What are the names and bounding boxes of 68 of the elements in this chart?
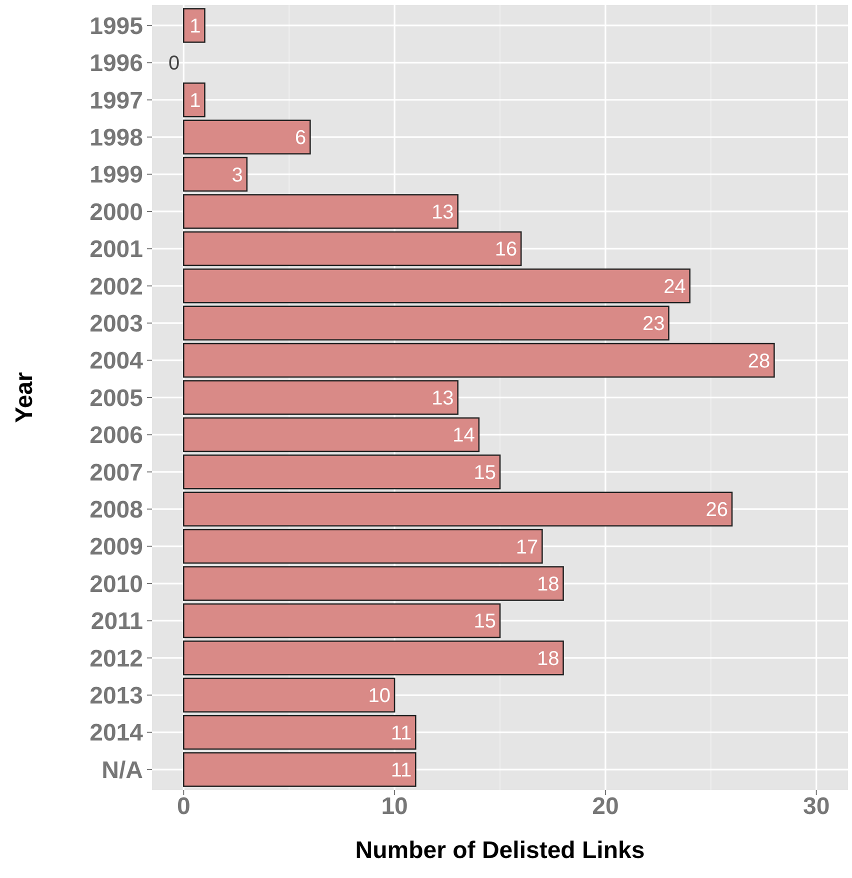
bar bbox=[182, 640, 564, 676]
data-label: 16 bbox=[494, 238, 518, 261]
data-label: 14 bbox=[452, 424, 475, 447]
x-tick-label: 0 bbox=[176, 793, 190, 820]
data-label: 13 bbox=[432, 201, 454, 224]
y-axis-title: Year bbox=[11, 372, 38, 423]
y-tick-label: 2006 bbox=[90, 422, 143, 450]
bar bbox=[182, 306, 670, 340]
bar bbox=[182, 492, 733, 527]
y-tick-label: 2013 bbox=[90, 682, 143, 710]
y-tick-label: N/A bbox=[102, 756, 143, 784]
bar bbox=[182, 603, 501, 638]
y-tick-label: 2001 bbox=[90, 236, 143, 264]
data-label: 11 bbox=[390, 722, 412, 744]
y-tick-label: 2004 bbox=[90, 348, 144, 375]
bar bbox=[182, 231, 522, 266]
bar bbox=[182, 566, 564, 601]
data-label: 23 bbox=[642, 313, 665, 336]
y-tick-label: 2011 bbox=[90, 608, 143, 636]
data-label: 1 bbox=[190, 90, 201, 112]
y-tick-label: 2012 bbox=[90, 645, 143, 672]
data-label: 18 bbox=[537, 648, 560, 670]
y-tick-label: 2002 bbox=[90, 273, 143, 300]
data-label: 6 bbox=[295, 127, 306, 150]
data-label: 15 bbox=[474, 462, 496, 484]
bar bbox=[182, 268, 690, 304]
bar bbox=[182, 752, 416, 787]
x-axis-title: Number of Delisted Links bbox=[355, 837, 645, 864]
data-label: 28 bbox=[748, 350, 770, 372]
data-label: 15 bbox=[474, 610, 496, 633]
data-label: 0 bbox=[168, 52, 180, 75]
data-label: 17 bbox=[516, 536, 538, 558]
y-tick-label: 1998 bbox=[90, 124, 143, 152]
data-label: 11 bbox=[390, 760, 412, 782]
x-tick-label: 20 bbox=[592, 793, 619, 820]
y-tick-label: 1995 bbox=[90, 12, 143, 40]
data-label: 3 bbox=[232, 164, 243, 186]
bar bbox=[182, 714, 416, 750]
x-tick-label: 10 bbox=[381, 793, 408, 820]
y-tick-label: 1996 bbox=[90, 50, 143, 78]
bar bbox=[182, 678, 396, 713]
bar bbox=[182, 417, 480, 452]
y-tick-label: 2007 bbox=[90, 459, 143, 486]
y-tick-label: 1997 bbox=[90, 87, 143, 114]
y-tick-label: 1999 bbox=[90, 162, 143, 189]
y-tick-label: 2003 bbox=[90, 310, 143, 338]
y-tick-label: 2014 bbox=[90, 720, 144, 747]
y-tick-label: 2010 bbox=[90, 570, 143, 598]
y-tick-label: 2000 bbox=[90, 198, 143, 226]
bar bbox=[182, 8, 206, 43]
data-label: 26 bbox=[706, 499, 728, 522]
y-tick-label: 2008 bbox=[90, 496, 143, 524]
x-tick-label: 30 bbox=[803, 793, 830, 820]
bar bbox=[182, 342, 775, 378]
y-tick-label: 2009 bbox=[90, 534, 143, 561]
y-tick-label: 2005 bbox=[90, 384, 143, 412]
bar bbox=[182, 82, 206, 118]
bar bbox=[182, 528, 543, 564]
data-label: 1 bbox=[190, 15, 201, 38]
bar bbox=[182, 194, 458, 229]
data-label: 13 bbox=[432, 388, 454, 410]
bar bbox=[182, 454, 501, 490]
bar bbox=[182, 120, 311, 154]
bar bbox=[182, 156, 248, 192]
bar bbox=[182, 380, 458, 415]
data-label: 24 bbox=[664, 276, 686, 298]
data-label: 18 bbox=[537, 574, 560, 596]
data-label: 10 bbox=[368, 685, 391, 708]
